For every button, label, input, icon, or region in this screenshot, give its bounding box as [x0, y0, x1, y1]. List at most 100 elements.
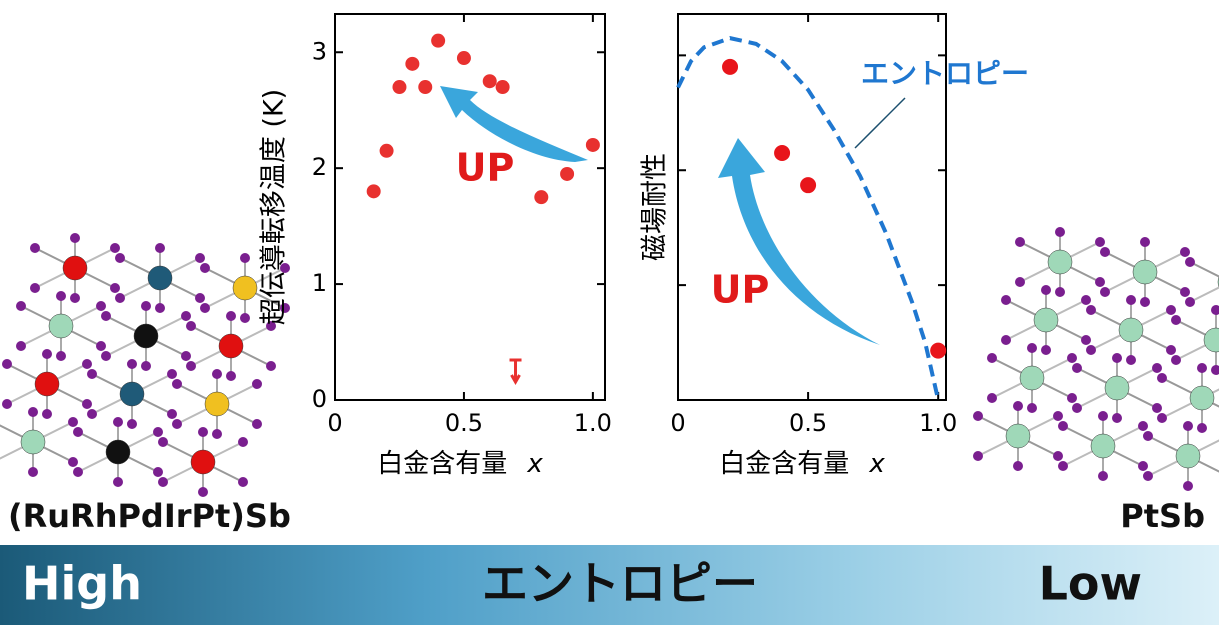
atom — [56, 351, 66, 361]
x-tick-label: 0.5 — [789, 409, 827, 437]
data-point — [457, 51, 471, 65]
atom — [252, 419, 262, 429]
atom — [1197, 423, 1207, 433]
figure: High エントロピー Low (RuRhPdIrPt)Sb PtSb 00.5… — [0, 0, 1219, 625]
data-point — [774, 145, 790, 161]
x-tick-label: 0 — [327, 409, 342, 437]
atom — [28, 407, 38, 417]
atom — [1048, 250, 1072, 274]
y-tick-label: 0 — [312, 385, 327, 413]
atom — [101, 311, 111, 321]
data-point — [560, 167, 574, 181]
atom — [16, 301, 26, 311]
atom — [1119, 318, 1143, 342]
atom — [205, 392, 229, 416]
atom — [1185, 257, 1195, 267]
data-point — [722, 59, 738, 75]
x-tick-label: 1.0 — [574, 409, 612, 437]
compound-right: PtSb — [1120, 497, 1205, 535]
atom — [1197, 363, 1207, 373]
atom — [226, 311, 236, 321]
atom — [1058, 461, 1068, 471]
atom — [200, 263, 210, 273]
atom — [167, 369, 177, 379]
atom — [212, 369, 222, 379]
atom — [70, 293, 80, 303]
y-axis-label: 磁場耐性 — [640, 153, 671, 261]
atom — [238, 437, 248, 447]
atom — [1112, 413, 1122, 423]
atom — [120, 382, 144, 406]
atom — [1183, 421, 1193, 431]
atom — [68, 457, 78, 467]
atom — [1126, 355, 1136, 365]
atom — [113, 477, 123, 487]
atom — [153, 427, 163, 437]
atom — [1138, 461, 1148, 471]
atom — [1100, 287, 1110, 297]
atom — [1001, 295, 1011, 305]
atom — [96, 301, 106, 311]
atom — [1100, 247, 1110, 257]
data-point — [496, 80, 510, 94]
entropy-label: エントロピー — [861, 57, 1029, 90]
entropy-leader — [855, 98, 905, 148]
atom — [158, 437, 168, 447]
entropy-curve — [678, 38, 938, 400]
atom — [238, 477, 248, 487]
y-tick-label: 2 — [312, 153, 327, 181]
atom — [1086, 345, 1096, 355]
atom — [16, 341, 26, 351]
atom — [1112, 353, 1122, 363]
atom — [155, 303, 165, 313]
atom — [1140, 297, 1150, 307]
y-tick-label: 1 — [312, 269, 327, 297]
atom — [1081, 335, 1091, 345]
annotation: UP — [711, 268, 770, 312]
data-point — [418, 80, 432, 94]
atom — [148, 266, 172, 290]
atom — [195, 253, 205, 263]
atom — [1211, 365, 1219, 375]
atom — [226, 371, 236, 381]
banner-low: Low — [1039, 557, 1142, 611]
atom — [42, 349, 52, 359]
atom — [1001, 335, 1011, 345]
compound-left: (RuRhPdIrPt)Sb — [8, 497, 291, 535]
atom — [30, 243, 40, 253]
atom — [252, 379, 262, 389]
atom — [1105, 376, 1129, 400]
atom — [1166, 345, 1176, 355]
atom — [1157, 373, 1167, 383]
x-axis-label: 白金含有量x — [719, 449, 885, 479]
atom — [1152, 363, 1162, 373]
data-point — [534, 190, 548, 204]
atom — [1006, 424, 1030, 448]
atom — [1211, 305, 1219, 315]
atom — [87, 409, 97, 419]
atom — [73, 427, 83, 437]
atom — [35, 372, 59, 396]
y-axis-label: 超伝導転移温度 (K) — [259, 89, 290, 325]
atom — [155, 243, 165, 253]
bond — [1190, 262, 1219, 302]
atom — [198, 427, 208, 437]
atom — [42, 409, 52, 419]
x-tick-label: 1.0 — [919, 409, 957, 437]
atom — [1143, 431, 1153, 441]
data-point — [380, 144, 394, 158]
data-point — [392, 80, 406, 94]
atom — [1091, 434, 1115, 458]
atom — [1053, 411, 1063, 421]
atom — [1157, 413, 1167, 423]
atom — [233, 276, 257, 300]
atom — [158, 477, 168, 487]
atom — [1013, 461, 1023, 471]
trend-arrow — [718, 138, 880, 345]
atom — [186, 321, 196, 331]
atom — [1185, 297, 1195, 307]
atom — [1095, 237, 1105, 247]
atom — [21, 430, 45, 454]
atom — [172, 419, 182, 429]
atom — [1095, 277, 1105, 287]
